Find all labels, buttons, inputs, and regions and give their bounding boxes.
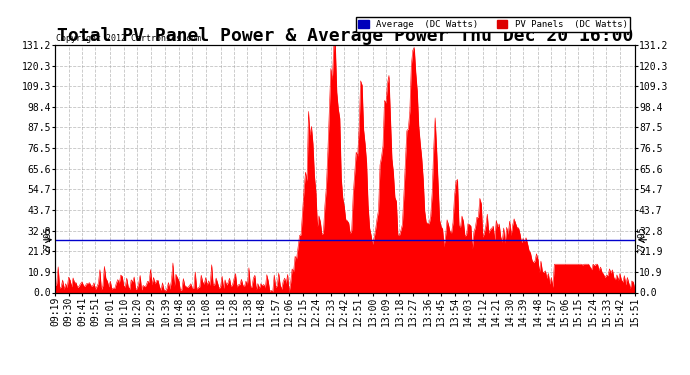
Title: Total PV Panel Power & Average Power Thu Dec 20 16:00: Total PV Panel Power & Average Power Thu… — [57, 27, 633, 45]
Legend: Average  (DC Watts), PV Panels  (DC Watts): Average (DC Watts), PV Panels (DC Watts) — [356, 17, 630, 32]
Text: 27.95: 27.95 — [43, 226, 52, 253]
Text: 27.95: 27.95 — [638, 226, 647, 253]
Text: Copyright 2012 Cartronics.com: Copyright 2012 Cartronics.com — [56, 33, 201, 42]
